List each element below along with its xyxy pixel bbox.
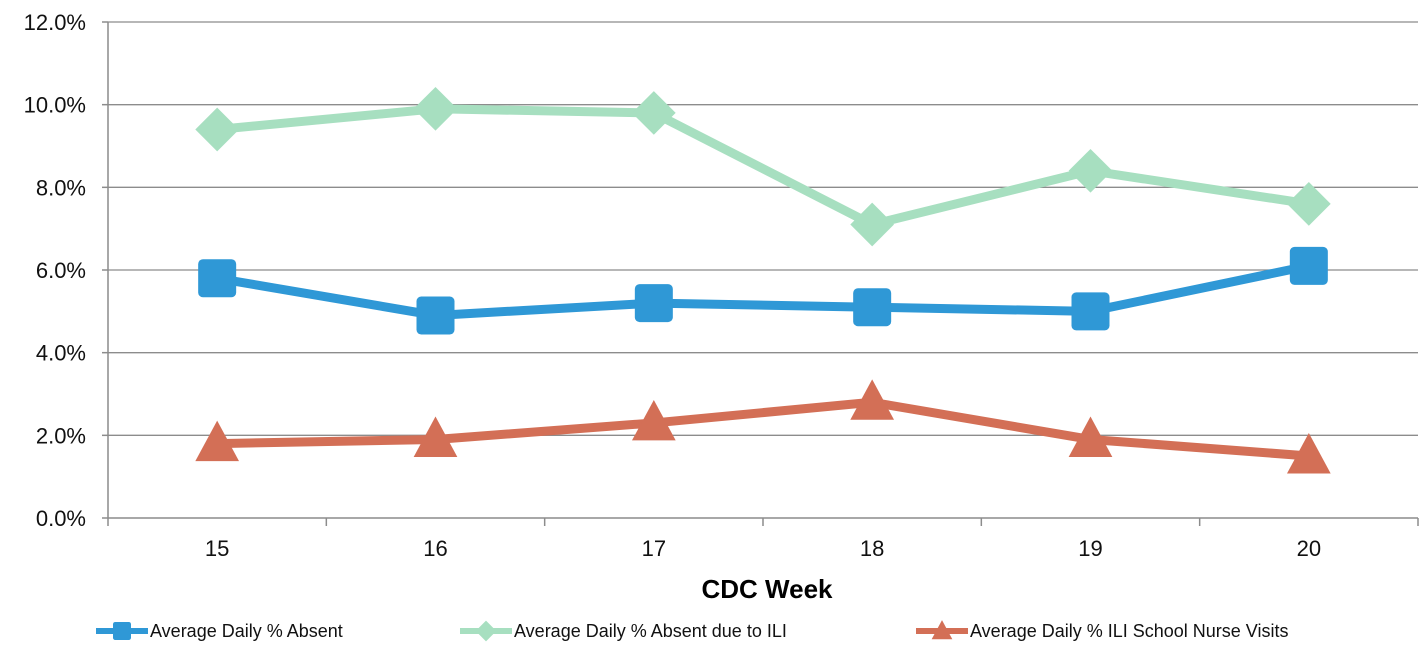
gridlines <box>108 21 1418 436</box>
legend: Average Daily % Absent Average Daily % Ab… <box>96 620 1288 642</box>
series-3 <box>195 379 1331 474</box>
data-point <box>853 288 892 327</box>
data-point <box>195 420 240 462</box>
legend-swatch-marker <box>931 620 953 640</box>
x-tick-label: 19 <box>1078 536 1102 561</box>
x-tick-label: 15 <box>205 536 229 561</box>
x-tick-label: 18 <box>860 536 884 561</box>
data-point <box>1071 292 1110 331</box>
y-tick-label: 0.0% <box>36 506 86 531</box>
legend-item: Average Daily % Absent due to ILI <box>460 620 787 642</box>
x-axis-tick-labels: 15 16 17 18 19 20 <box>205 536 1321 561</box>
legend-label: Average Daily % Absent due to ILI <box>514 621 787 641</box>
y-tick-label: 6.0% <box>36 258 86 283</box>
y-tick-label: 2.0% <box>36 423 86 448</box>
x-axis-title: CDC Week <box>701 574 833 604</box>
data-point <box>1289 246 1328 285</box>
data-point <box>1286 182 1331 226</box>
x-tick-label: 20 <box>1297 536 1321 561</box>
series-1 <box>198 246 1328 335</box>
series-2 <box>195 86 1331 247</box>
data-point <box>416 296 455 335</box>
data-point <box>1068 416 1113 457</box>
data-point <box>1068 148 1113 193</box>
data-point <box>413 416 458 457</box>
x-tick-label: 17 <box>642 536 666 561</box>
series-layer <box>195 86 1331 474</box>
legend-swatch-marker <box>475 620 497 642</box>
series-line <box>212 397 1314 461</box>
series-line <box>212 104 1314 230</box>
data-point <box>195 107 240 152</box>
y-tick-label: 4.0% <box>36 341 86 366</box>
data-point <box>631 399 676 441</box>
data-point <box>413 86 458 131</box>
data-point <box>634 284 673 323</box>
legend-label: Average Daily % ILI School Nurse Visits <box>970 621 1288 641</box>
y-axis-tick-labels: 0.0% 2.0% 4.0% 6.0% 8.0% 10.0% 12.0% <box>24 10 86 531</box>
x-tick-label: 16 <box>423 536 447 561</box>
data-point <box>1286 433 1331 474</box>
legend-swatch-marker <box>113 622 131 640</box>
y-tick-label: 10.0% <box>24 93 86 118</box>
legend-item: Average Daily % ILI School Nurse Visits <box>916 620 1288 641</box>
x-axis <box>102 21 1419 526</box>
legend-item: Average Daily % Absent <box>96 621 343 641</box>
y-tick-label: 8.0% <box>36 175 86 200</box>
data-point <box>850 202 895 247</box>
data-point <box>198 259 237 298</box>
data-point <box>850 379 895 420</box>
y-tick-label: 12.0% <box>24 10 86 35</box>
data-point <box>631 91 676 135</box>
legend-label: Average Daily % Absent <box>150 621 343 641</box>
series-line <box>212 261 1314 320</box>
